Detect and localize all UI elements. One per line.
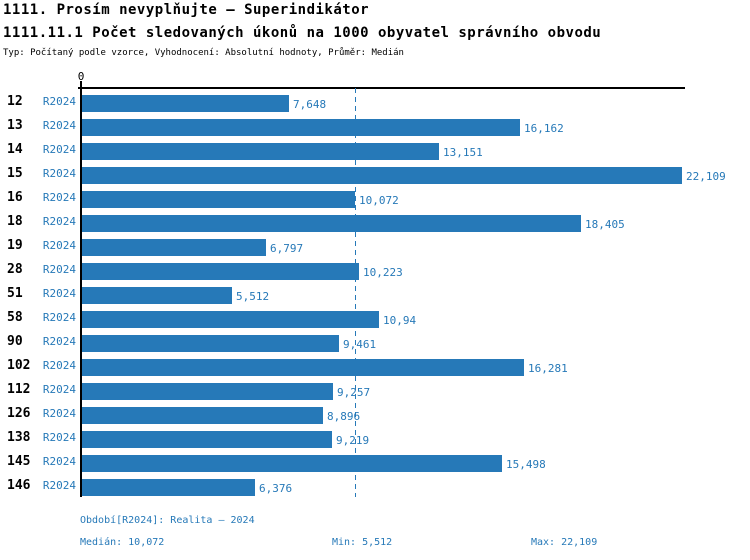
- value-label: 15,498: [506, 458, 546, 471]
- bar-row: 145 R2024 15,498: [0, 451, 750, 475]
- bar: [82, 167, 682, 184]
- chart-subtitle: 1111.11.1 Počet sledovaných úkonů na 100…: [3, 25, 602, 41]
- category-label: 19: [7, 238, 23, 253]
- period-label: Období[R2024]: Realita – 2024: [80, 515, 255, 526]
- bar-row: 58 R2024 10,94: [0, 307, 750, 331]
- median-reference-line: [355, 88, 356, 497]
- bar-row: 28 R2024 10,223: [0, 259, 750, 283]
- bar: [82, 311, 379, 328]
- bar: [82, 95, 289, 112]
- bar-row: 12 R2024 7,648: [0, 91, 750, 115]
- value-label: 9,219: [336, 434, 370, 447]
- series-period-label: R2024: [42, 143, 76, 156]
- series-period-label: R2024: [42, 287, 76, 300]
- bar-row: 15 R2024 22,109: [0, 163, 750, 187]
- series-period-label: R2024: [42, 119, 76, 132]
- value-label: 10,223: [363, 266, 403, 279]
- bar-row: 146 R2024 6,376: [0, 475, 750, 499]
- value-label: 10,072: [359, 194, 399, 207]
- series-period-label: R2024: [42, 359, 76, 372]
- series-period-label: R2024: [42, 407, 76, 420]
- bar: [82, 263, 359, 280]
- series-period-label: R2024: [42, 215, 76, 228]
- series-period-label: R2024: [42, 167, 76, 180]
- bar: [82, 479, 255, 496]
- value-label: 10,94: [383, 314, 417, 327]
- series-period-label: R2024: [42, 311, 76, 324]
- value-label: 7,648: [293, 98, 327, 111]
- bar: [82, 359, 524, 376]
- x-axis-tick-mark: [80, 81, 82, 88]
- category-label: 90: [7, 334, 23, 349]
- bar: [82, 215, 581, 232]
- series-period-label: R2024: [42, 95, 76, 108]
- max-stat-label: Max: 22,109: [531, 537, 598, 548]
- bar: [82, 239, 266, 256]
- bar: [82, 455, 502, 472]
- category-label: 14: [7, 142, 23, 157]
- value-label: 9,257: [337, 386, 371, 399]
- series-period-label: R2024: [42, 455, 76, 468]
- category-label: 15: [7, 166, 23, 181]
- bar: [82, 191, 355, 208]
- value-label: 13,151: [443, 146, 483, 159]
- bar-row: 14 R2024 13,151: [0, 139, 750, 163]
- series-period-label: R2024: [42, 383, 76, 396]
- bar-row: 112 R2024 9,257: [0, 379, 750, 403]
- bar-row: 13 R2024 16,162: [0, 115, 750, 139]
- chart-title: 1111. Prosím nevyplňujte – Superindikáto…: [3, 2, 370, 18]
- bar-row: 18 R2024 18,405: [0, 211, 750, 235]
- bar-row: 138 R2024 9,219: [0, 427, 750, 451]
- value-label: 6,797: [270, 242, 304, 255]
- value-label: 16,281: [528, 362, 568, 375]
- value-label: 22,109: [686, 170, 726, 183]
- x-axis-zero-tick-label: 0: [77, 70, 85, 83]
- series-period-label: R2024: [42, 239, 76, 252]
- bar: [82, 431, 332, 448]
- y-axis-line: [80, 88, 82, 497]
- median-stat-label: Medián: 10,072: [80, 537, 165, 548]
- category-label: 51: [7, 286, 23, 301]
- value-label: 9,461: [343, 338, 377, 351]
- bar: [82, 407, 323, 424]
- value-label: 16,162: [524, 122, 564, 135]
- category-label: 58: [7, 310, 23, 325]
- category-label: 138: [7, 430, 31, 445]
- series-period-label: R2024: [42, 191, 76, 204]
- bar-row: 90 R2024 9,461: [0, 331, 750, 355]
- bar: [82, 287, 232, 304]
- chart-meta-line: Typ: Počítaný podle vzorce, Vyhodnocení:…: [3, 48, 404, 58]
- bar-row: 19 R2024 6,797: [0, 235, 750, 259]
- category-label: 13: [7, 118, 23, 133]
- category-label: 102: [7, 358, 31, 373]
- category-label: 112: [7, 382, 31, 397]
- category-label: 145: [7, 454, 31, 469]
- bar-row: 126 R2024 8,896: [0, 403, 750, 427]
- series-period-label: R2024: [42, 335, 76, 348]
- bar: [82, 335, 339, 352]
- category-label: 16: [7, 190, 23, 205]
- x-axis-line: [78, 87, 685, 89]
- category-label: 146: [7, 478, 31, 493]
- bar: [82, 119, 520, 136]
- bar: [82, 143, 439, 160]
- series-period-label: R2024: [42, 479, 76, 492]
- value-label: 6,376: [259, 482, 293, 495]
- category-label: 12: [7, 94, 23, 109]
- bar-row: 51 R2024 5,512: [0, 283, 750, 307]
- category-label: 18: [7, 214, 23, 229]
- value-label: 8,896: [327, 410, 361, 423]
- min-stat-label: Min: 5,512: [332, 537, 393, 548]
- bar-row: 16 R2024 10,072: [0, 187, 750, 211]
- value-label: 5,512: [236, 290, 270, 303]
- series-period-label: R2024: [42, 431, 76, 444]
- value-label: 18,405: [585, 218, 625, 231]
- bar-row: 102 R2024 16,281: [0, 355, 750, 379]
- series-period-label: R2024: [42, 263, 76, 276]
- bar: [82, 383, 333, 400]
- category-label: 126: [7, 406, 31, 421]
- category-label: 28: [7, 262, 23, 277]
